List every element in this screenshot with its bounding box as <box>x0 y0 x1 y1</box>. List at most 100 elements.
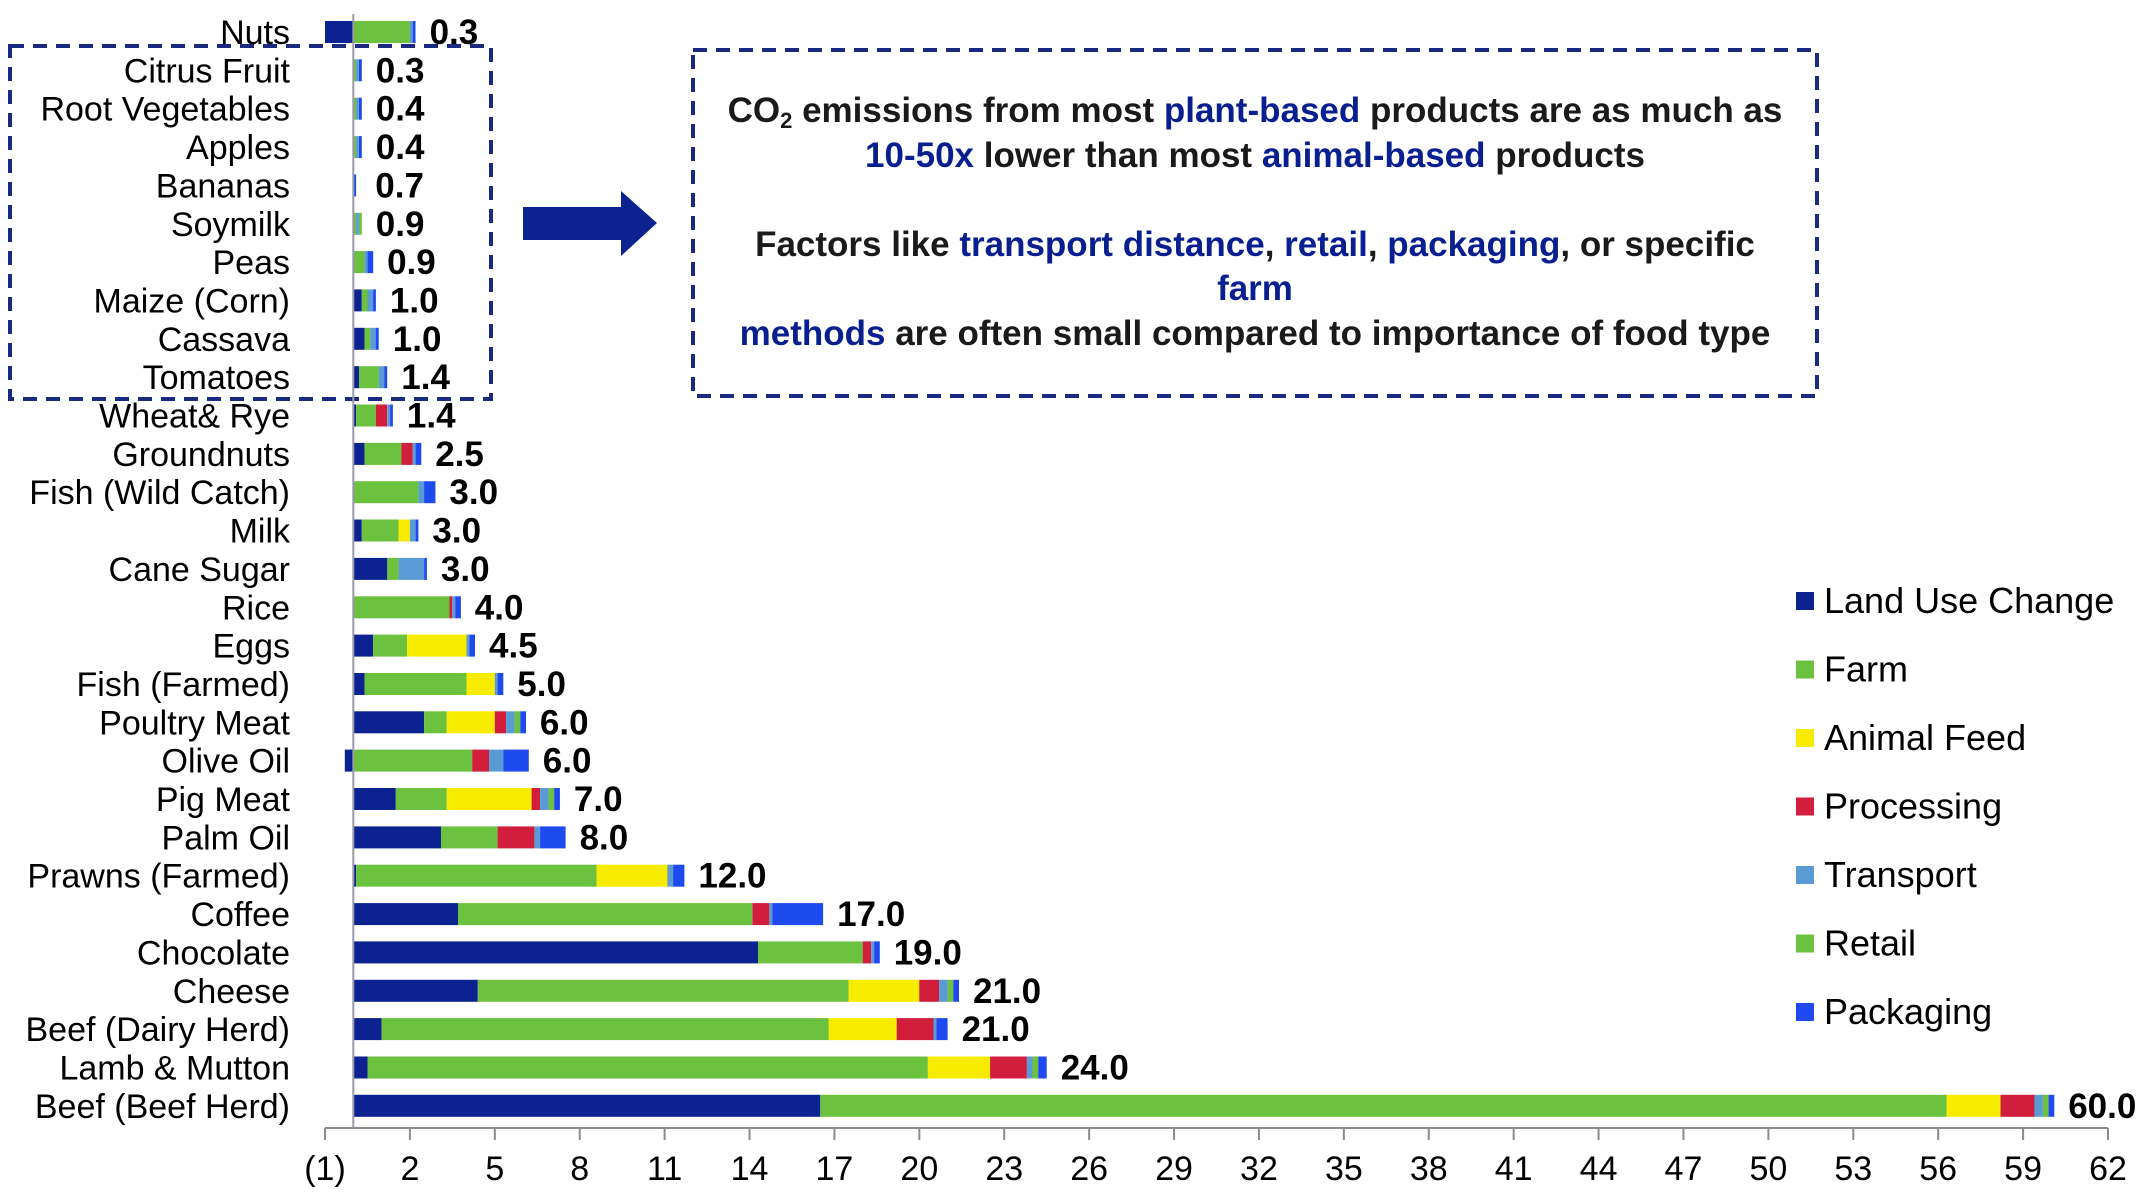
total-label-maize-corn: 1.0 <box>390 281 439 320</box>
legend-label-land-use-change: Land Use Change <box>1824 580 2114 621</box>
category-label-nuts: Nuts <box>220 14 290 52</box>
bar-poultry-meat-transport <box>506 711 515 734</box>
callout-line-3: Factors like transport distance, retail,… <box>755 224 1755 309</box>
x-tick-label: 23 <box>985 1150 1023 1188</box>
bar-poultry-meat-animal-feed <box>446 711 495 734</box>
bar-maize-corn-transport <box>367 289 374 312</box>
callout-line-2: 10-50x lower than most animal-based prod… <box>865 135 1645 175</box>
bar-nuts-transport <box>409 21 413 43</box>
bar-palm-oil-land-use-change <box>353 826 441 849</box>
bar-eggs-packaging <box>469 634 475 657</box>
total-label-citrus-fruit: 0.3 <box>376 51 425 90</box>
total-label-cheese: 21.0 <box>973 972 1041 1011</box>
total-label-apples: 0.4 <box>376 128 425 167</box>
category-label-milk: Milk <box>230 513 291 551</box>
legend-label-animal-feed: Animal Feed <box>1824 717 2026 758</box>
bar-fish-farmed-animal-feed <box>466 673 495 695</box>
total-label-olive-oil: 6.0 <box>543 742 592 781</box>
bar-pig-meat-packaging <box>554 788 560 810</box>
x-tick-label: 8 <box>570 1150 589 1188</box>
bar-beef-beef-herd-land-use-change <box>353 1094 821 1117</box>
bar-prawns-farmed-farm <box>356 864 597 887</box>
legend-swatch-retail <box>1796 934 1814 953</box>
bar-prawns-farmed-transport <box>667 864 674 887</box>
bar-cassava-transport <box>370 327 376 350</box>
bar-olive-oil-farm <box>353 749 473 772</box>
bar-cheese-farm <box>477 979 849 1002</box>
bars-layer <box>325 21 2055 1117</box>
total-label-fish-wild-catch: 3.0 <box>449 473 498 512</box>
total-label-fish-farmed: 5.0 <box>517 665 566 704</box>
bar-root-vegetables-farm <box>353 97 357 120</box>
bar-wheat-rye-farm <box>356 404 376 427</box>
bar-milk-packaging <box>415 519 419 542</box>
bar-cassava-farm <box>364 327 371 350</box>
bar-rice-processing <box>449 596 453 619</box>
bar-peas-farm <box>353 251 365 274</box>
bar-lamb-mutton-processing <box>990 1056 1027 1079</box>
total-label-milk: 3.0 <box>432 512 481 551</box>
category-label-cassava: Cassava <box>158 321 290 359</box>
legend-swatch-farm <box>1796 660 1814 679</box>
x-tick-label: 38 <box>1410 1150 1448 1188</box>
x-tick-label: 56 <box>1919 1150 1957 1188</box>
bar-citrus-fruit-farm <box>353 59 357 82</box>
total-label-soymilk: 0.9 <box>376 205 425 244</box>
total-label-rice: 4.0 <box>475 588 524 627</box>
total-label-peas: 0.9 <box>387 243 436 282</box>
category-label-groundnuts: Groundnuts <box>112 436 290 474</box>
bar-olive-oil-processing <box>472 749 490 772</box>
bar-groundnuts-transport <box>412 442 416 465</box>
category-label-cane-sugar: Cane Sugar <box>109 551 290 589</box>
low-emission-highlight-box <box>8 44 493 401</box>
bar-beef-beef-herd-retail <box>2042 1094 2049 1117</box>
bar-root-vegetables-transport <box>356 97 359 120</box>
total-label-beef-dairy-herd: 21.0 <box>962 1010 1030 1049</box>
bar-wheat-rye-packaging <box>390 404 393 427</box>
bar-milk-farm <box>361 519 399 542</box>
bar-wheat-rye-land-use-change <box>353 404 357 427</box>
bar-chocolate-land-use-change <box>353 941 758 964</box>
bar-cheese-processing <box>919 979 940 1002</box>
total-label-wheat-rye: 1.4 <box>407 397 456 436</box>
category-label-wheat-rye: Wheat& Rye <box>99 398 290 436</box>
bar-poultry-meat-farm <box>424 711 447 734</box>
bar-fish-wild-catch-farm <box>353 481 419 504</box>
bar-fish-wild-catch-transport <box>418 481 425 504</box>
category-label-rice: Rice <box>222 589 290 627</box>
category-label-soymilk: Soymilk <box>171 206 291 244</box>
bar-eggs-farm <box>373 634 408 657</box>
callout-line-1: CO2 emissions from most plant-based prod… <box>727 91 1783 133</box>
category-label-cheese: Cheese <box>173 973 290 1011</box>
x-tick-label: 17 <box>816 1150 854 1188</box>
bar-poultry-meat-land-use-change <box>353 711 425 734</box>
bar-fish-farmed-land-use-change <box>353 673 365 695</box>
bar-pig-meat-land-use-change <box>353 788 396 810</box>
bar-beef-dairy-herd-farm <box>381 1018 829 1041</box>
bar-tomatoes-land-use-change <box>353 366 359 389</box>
bar-chocolate-processing <box>862 941 872 964</box>
bar-chocolate-transport <box>871 941 874 964</box>
x-tick-label: 50 <box>1749 1150 1787 1188</box>
legend-label-transport: Transport <box>1824 854 1977 895</box>
legend-swatch-land-use-change <box>1796 592 1814 610</box>
category-label-apples: Apples <box>186 129 290 167</box>
category-label-bananas: Bananas <box>156 167 290 205</box>
callout-text: CO2 emissions from most plant-based prod… <box>693 50 1817 396</box>
x-tick-label: 5 <box>485 1150 504 1188</box>
x-tick-label: 11 <box>647 1150 682 1188</box>
callout-line-4: methods are often small compared to impo… <box>739 314 1771 354</box>
category-label-maize-corn: Maize (Corn) <box>94 282 290 320</box>
bar-nuts-packaging <box>412 21 416 43</box>
bar-beef-beef-herd-farm <box>820 1094 1947 1117</box>
bar-chocolate-farm <box>758 941 863 964</box>
bar-rice-transport <box>452 596 456 619</box>
bar-rice-packaging <box>455 596 461 619</box>
x-tick-label: 14 <box>731 1150 769 1188</box>
category-label-pig-meat: Pig Meat <box>156 781 291 819</box>
bar-pig-meat-farm <box>395 788 447 810</box>
bar-coffee-processing <box>752 903 770 926</box>
bar-poultry-meat-processing <box>494 711 507 734</box>
legend-swatch-processing <box>1796 797 1814 816</box>
bar-groundnuts-packaging <box>415 442 422 465</box>
